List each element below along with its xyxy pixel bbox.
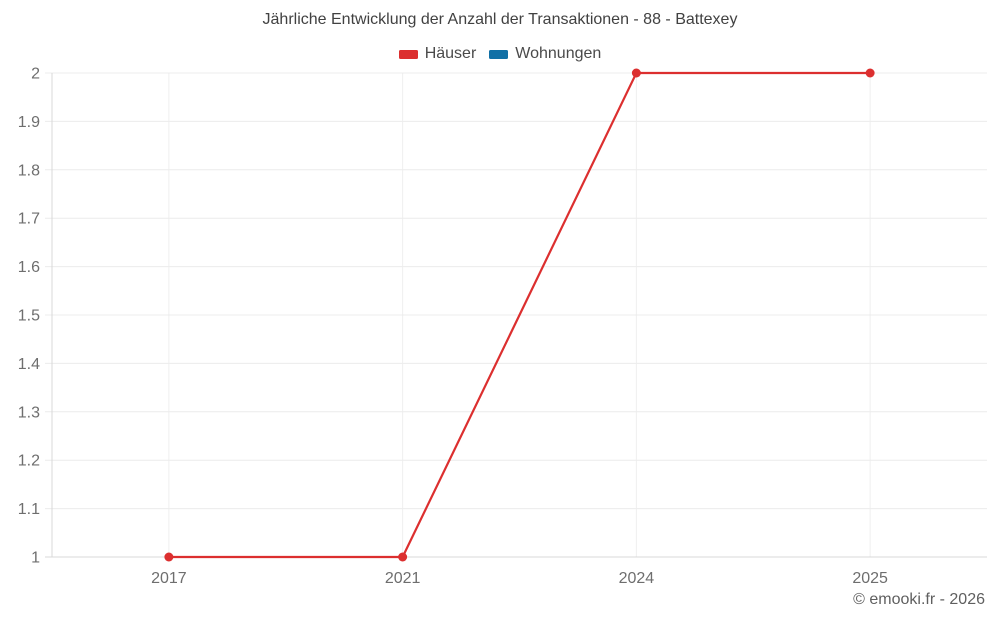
data-point-Häuser-2025[interactable] (865, 68, 875, 78)
chart-title: Jährliche Entwicklung der Anzahl der Tra… (262, 11, 738, 28)
legend: Häuser Wohnungen (0, 45, 1000, 63)
y-tick-label-1.5: 1.5 (18, 308, 40, 325)
y-tick-label-1.7: 1.7 (18, 211, 40, 228)
x-tick-label-2025: 2025 (852, 570, 888, 587)
y-tick-label-1.1: 1.1 (18, 501, 40, 518)
y-tick-label-1.4: 1.4 (18, 356, 40, 373)
data-point-Häuser-2024[interactable] (631, 68, 641, 78)
y-tick-label-1.9: 1.9 (18, 114, 40, 131)
legend-item-haeuser[interactable]: Häuser (398, 45, 477, 63)
legend-label-wohnungen: Wohnungen (515, 45, 602, 62)
x-tick-label-2021: 2021 (385, 570, 421, 587)
legend-swatch-wohnungen-icon (489, 49, 509, 59)
legend-item-wohnungen[interactable]: Wohnungen (489, 45, 601, 63)
y-tick-label-1.8: 1.8 (18, 162, 40, 179)
data-point-Häuser-2017[interactable] (164, 552, 174, 562)
y-tick-label-1.6: 1.6 (18, 259, 40, 276)
legend-swatch-haeuser-icon (398, 49, 418, 59)
y-tick-label-1.3: 1.3 (18, 404, 40, 421)
legend-label-haeuser: Häuser (424, 45, 477, 62)
y-tick-label-1.2: 1.2 (18, 453, 40, 470)
copyright: © emooki.fr - 2026 (853, 591, 985, 608)
data-point-Häuser-2021[interactable] (398, 552, 408, 562)
y-tick-label-2: 2 (31, 66, 40, 83)
x-tick-label-2024: 2024 (619, 570, 655, 587)
series-line-Häuser (167, 71, 872, 559)
y-tick-label-1: 1 (31, 550, 40, 567)
x-tick-label-2017: 2017 (151, 570, 187, 587)
